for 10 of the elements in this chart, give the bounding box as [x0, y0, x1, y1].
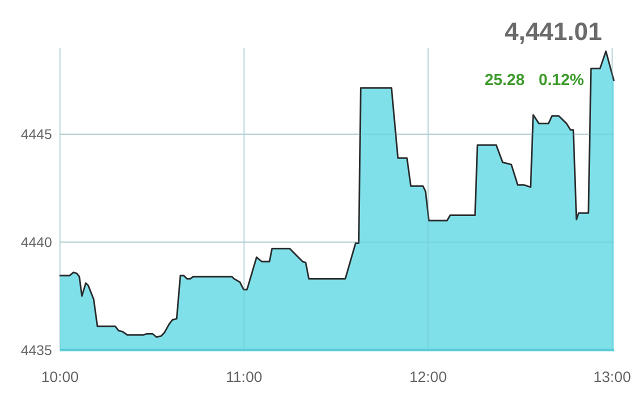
x-tick-label: 12:00: [409, 369, 447, 386]
annotation: 25.28: [484, 72, 525, 89]
y-tick-label: 4440: [20, 234, 52, 250]
y-tick-label: 4445: [20, 126, 52, 142]
x-tick-label: 13:00: [593, 369, 631, 386]
annotation: 0.12%: [538, 72, 584, 89]
x-tick-label: 11:00: [226, 369, 262, 386]
x-tick-label: 10:00: [41, 369, 79, 386]
chart-title: 4,441.01: [504, 18, 602, 46]
y-tick-label: 4435: [20, 342, 52, 358]
